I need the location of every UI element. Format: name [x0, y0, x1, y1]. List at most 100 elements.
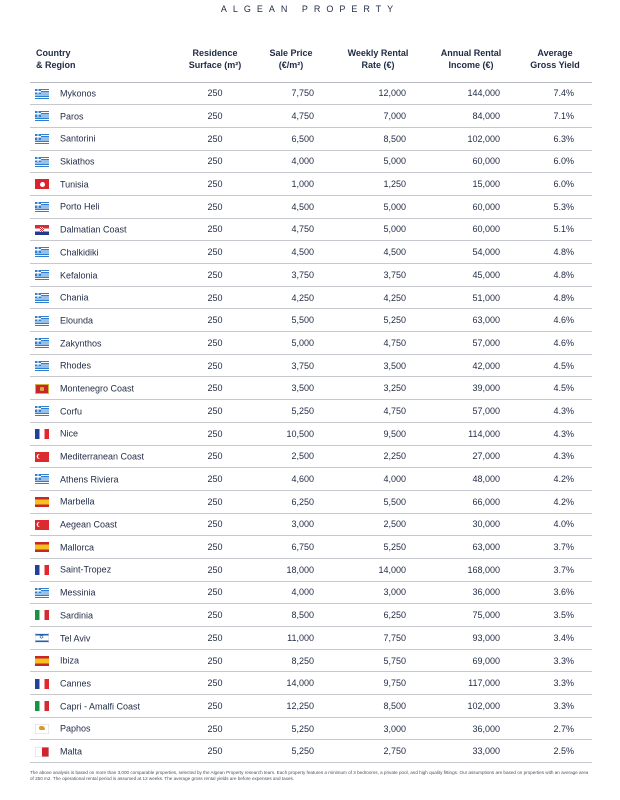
annual-income-cell: 63,000	[472, 542, 500, 553]
table-body: Mykonos 250 7,750 12,000 144,000 7.4% Paros 250…	[30, 82, 592, 763]
region-name: Aegean Coast	[60, 519, 118, 530]
header-weekly-line2: Rate (€)	[361, 60, 395, 70]
region-name: Messinia	[60, 587, 96, 598]
gross-yield-cell: 3.7%	[553, 564, 574, 575]
country-cell: Skiathos	[30, 150, 180, 173]
table-row: Rhodes 250 3,750 3,500 42,000 4.5%	[30, 354, 592, 377]
surface-cell: 250	[207, 564, 223, 575]
region-name: Paros	[60, 111, 84, 122]
annual-income-cell: 51,000	[472, 292, 500, 303]
table-row: Athens Riviera 250 4,600 4,000 48,000 4.2%	[30, 468, 592, 491]
region-name: Chalkidiki	[60, 247, 99, 258]
gross-yield-cell: 6.3%	[553, 133, 574, 144]
weekly-rate-cell: 3,500	[383, 360, 406, 371]
region-name: Malta	[60, 746, 83, 757]
surface-cell: 250	[207, 133, 223, 144]
weekly-rate-cell: 3,000	[383, 723, 406, 734]
surface-cell: 250	[207, 156, 223, 167]
header-country: Country & Region	[30, 44, 180, 82]
weekly-rate-cell: 14,000	[378, 564, 406, 575]
region-name: Mallorca	[60, 542, 95, 553]
weekly-rate-cell: 2,750	[383, 746, 406, 757]
table-row: Corfu 250 5,250 4,750 57,000 4.3%	[30, 400, 592, 423]
gr-flag-icon	[35, 406, 49, 417]
sale-price-cell: 5,250	[291, 746, 314, 757]
surface-cell: 250	[207, 496, 223, 507]
region-name: Capri - Amalfi Coast	[60, 701, 141, 712]
weekly-rate-cell: 3,250	[383, 383, 406, 394]
country-cell: Porto Heli	[30, 195, 180, 218]
annual-income-cell: 114,000	[468, 428, 500, 439]
mt-flag-icon	[35, 746, 49, 757]
annual-income-cell: 75,000	[472, 610, 500, 621]
region-name: Porto Heli	[60, 202, 100, 213]
gross-yield-cell: 7.1%	[553, 111, 574, 122]
surface-cell: 250	[207, 269, 223, 280]
region-name: Ibiza	[60, 655, 80, 666]
country-cell: Chalkidiki	[30, 241, 180, 264]
table-row: Messinia 250 4,000 3,000 36,000 3.6%	[30, 581, 592, 604]
weekly-rate-cell: 1,250	[383, 179, 406, 190]
weekly-rate-cell: 5,000	[383, 201, 406, 212]
country-cell: Ibiza	[30, 649, 180, 672]
annual-income-cell: 45,000	[472, 269, 500, 280]
tr-flag-icon	[35, 519, 49, 530]
header-weekly: Weekly Rental Rate (€)	[332, 44, 424, 82]
annual-income-cell: 93,000	[472, 632, 500, 643]
gross-yield-cell: 4.5%	[553, 360, 574, 371]
annual-income-cell: 60,000	[472, 201, 500, 212]
gross-yield-cell: 4.3%	[553, 428, 574, 439]
table-row: Aegean Coast 250 3,000 2,500 30,000 4.0%	[30, 513, 592, 536]
table-row: Paros 250 4,750 7,000 84,000 7.1%	[30, 105, 592, 128]
gross-yield-cell: 3.7%	[553, 542, 574, 553]
country-cell: Saint-Tropez	[30, 558, 180, 581]
weekly-rate-cell: 4,750	[383, 337, 406, 348]
es-flag-icon	[35, 542, 49, 553]
gross-yield-cell: 3.6%	[553, 587, 574, 598]
sale-price-cell: 18,000	[286, 564, 314, 575]
gross-yield-cell: 3.5%	[553, 610, 574, 621]
country-cell: Corfu	[30, 400, 180, 423]
annual-income-cell: 15,000	[472, 179, 500, 190]
annual-income-cell: 60,000	[472, 224, 500, 235]
region-name: Zakynthos	[60, 338, 102, 349]
gross-yield-cell: 4.8%	[553, 269, 574, 280]
header-surface-line1: Residence	[192, 48, 238, 58]
sale-price-cell: 12,250	[286, 700, 314, 711]
country-cell: Chania	[30, 286, 180, 309]
surface-cell: 250	[207, 723, 223, 734]
weekly-rate-cell: 4,750	[383, 405, 406, 416]
region-name: Marbella	[60, 497, 95, 508]
header-price-line2: (€/m²)	[278, 60, 304, 70]
gross-yield-cell: 3.4%	[553, 632, 574, 643]
table-row: Saint-Tropez 250 18,000 14,000 168,000 3.7%	[30, 558, 592, 582]
weekly-rate-cell: 8,500	[383, 700, 406, 711]
tr-flag-icon	[35, 451, 49, 462]
country-cell: Zakynthos	[30, 332, 180, 355]
weekly-rate-cell: 5,500	[383, 496, 406, 507]
table-header-row: Country & Region Residence Surface (m²) …	[30, 44, 592, 82]
annual-income-cell: 30,000	[472, 519, 500, 530]
gross-yield-cell: 4.8%	[553, 247, 574, 258]
table-row: Tunisia 250 1,000 1,250 15,000 6.0%	[30, 173, 592, 196]
region-name: Cannes	[60, 678, 92, 689]
surface-cell: 250	[207, 474, 223, 485]
table-row: Malta 250 5,250 2,750 33,000 2.5%	[30, 740, 592, 763]
country-cell: Paphos	[30, 717, 180, 740]
surface-cell: 250	[207, 111, 223, 122]
table-row: Zakynthos 250 5,000 4,750 57,000 4.6%	[30, 332, 592, 355]
annual-income-cell: 102,000	[467, 700, 500, 711]
cy-flag-icon	[35, 723, 49, 734]
weekly-rate-cell: 5,250	[383, 542, 406, 553]
region-name: Nice	[60, 428, 79, 439]
surface-cell: 250	[207, 610, 223, 621]
gr-flag-icon	[35, 111, 49, 122]
sale-price-cell: 7,750	[291, 88, 314, 99]
annual-income-cell: 57,000	[472, 337, 500, 348]
weekly-rate-cell: 4,500	[383, 247, 406, 258]
country-cell: Elounda	[30, 309, 180, 332]
gross-yield-cell: 4.2%	[553, 496, 574, 507]
table-row: Paphos 250 5,250 3,000 36,000 2.7%	[30, 717, 592, 740]
annual-income-cell: 36,000	[472, 587, 500, 598]
annual-income-cell: 63,000	[472, 315, 500, 326]
